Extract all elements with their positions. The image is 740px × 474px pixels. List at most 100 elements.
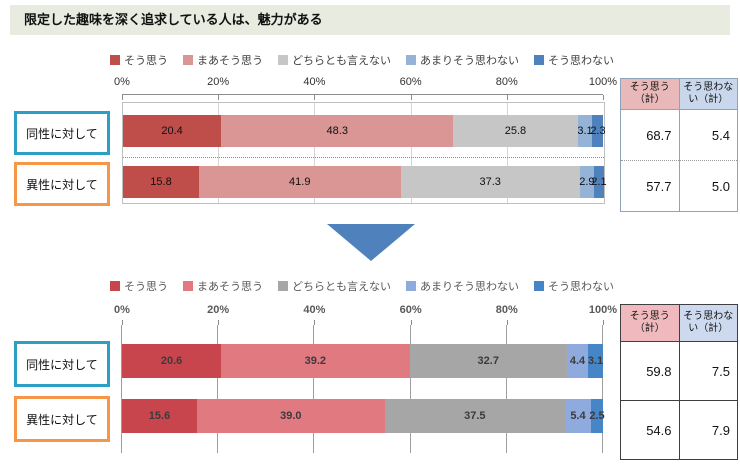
x-axis-tick — [314, 95, 316, 100]
x-axis-tickline — [122, 94, 604, 101]
row-separator — [123, 157, 604, 158]
bar-value-label: 32.7 — [477, 355, 499, 367]
summary-table-row: 54.6 7.9 — [620, 400, 738, 460]
bar-value-label: 4.4 — [569, 355, 586, 367]
legend-swatch-icon — [406, 55, 416, 65]
summary-table-header: そう思わない（計） — [678, 304, 738, 342]
gridline — [505, 325, 507, 453]
category-label-box: 異性に対して — [14, 396, 110, 442]
bar-segment: 2.5 — [589, 399, 605, 433]
x-axis-tick-label: 100% — [588, 304, 618, 316]
summary-table-cell: 59.8 — [620, 341, 680, 401]
bar-segment: 15.8 — [123, 166, 199, 198]
bar-value-label: 20.4 — [161, 125, 183, 137]
legend: そう思う まあそう思う どちらとも言えない あまりそう思わない そう思わない — [110, 52, 614, 68]
x-axis-tick-label: 100% — [588, 76, 618, 88]
plot-area: 20.4 48.3 25.8 3.1 2.3 15.8 41.9 37.3 2.9 2.1 — [122, 102, 607, 204]
transition-arrow-icon — [327, 224, 415, 261]
bar-row: 15.8 41.9 37.3 2.9 2.1 — [123, 166, 607, 198]
x-axis-tick-label: 40% — [303, 76, 326, 88]
bar-value-label: 37.5 — [464, 410, 486, 422]
x-axis-tick-label: 80% — [495, 304, 518, 316]
bar-value-label: 5.4 — [570, 410, 586, 422]
summary-table: そう思う（計） そう思わない（計） 68.7 5.4 57.7 5.0 — [620, 78, 738, 212]
legend-label: どちらとも言えない — [292, 55, 391, 67]
legend-item: あまりそう思わない — [406, 52, 519, 68]
summary-table-header: そう思わない（計） — [678, 78, 738, 110]
x-axis-tick — [122, 320, 123, 325]
gridline — [409, 325, 411, 453]
bar-segment: 3.1 — [588, 344, 603, 378]
x-axis-tick — [603, 95, 604, 100]
bar-segment: 15.6 — [122, 399, 198, 433]
legend-swatch-icon — [278, 55, 288, 65]
legend-label: あまりそう思わない — [420, 55, 519, 67]
x-axis-tick — [218, 320, 220, 325]
x-axis-tick-label: 0% — [114, 304, 130, 316]
bar-segment: 2.3 — [590, 115, 606, 147]
gridline — [217, 325, 219, 453]
bar-row: 15.6 39.0 37.5 5.4 2.5 — [122, 399, 605, 433]
page-title: 限定した趣味を深く追求している人は、魅力がある — [10, 5, 730, 35]
summary-table-header: そう思う（計） — [620, 78, 680, 110]
legend-item: そう思わない — [534, 278, 614, 294]
bar-value-label: 3.1 — [577, 125, 593, 137]
legend-item: そう思わない — [534, 52, 614, 68]
bar-segment: 20.4 — [123, 115, 222, 147]
legend: そう思う まあそう思う どちらとも言えない あまりそう思わない そう思わない — [110, 278, 614, 294]
summary-table-cell: 5.4 — [678, 109, 738, 161]
x-axis-tick — [218, 95, 220, 100]
bar-segment: 4.4 — [566, 344, 589, 378]
bar-value-label: 39.0 — [280, 410, 302, 422]
bar-segment: 48.3 — [221, 115, 454, 147]
legend-label: あまりそう思わない — [420, 281, 519, 293]
bar-segment: 39.0 — [197, 399, 385, 433]
legend-swatch-icon — [534, 281, 544, 291]
bar-segment: 3.1 — [577, 115, 593, 147]
gridline — [410, 103, 412, 203]
category-label-box: 同性に対して — [14, 111, 110, 155]
bar-row: 20.4 48.3 25.8 3.1 2.3 — [123, 115, 606, 147]
bar-value-label: 2.5 — [589, 410, 605, 422]
bar-value-label: 15.6 — [148, 410, 171, 422]
summary-table-row: 57.7 5.0 — [620, 160, 738, 212]
legend-item: そう思う — [110, 278, 168, 294]
x-axis-tick-label: 0% — [114, 76, 130, 88]
legend-label: そう思う — [124, 55, 168, 67]
category-label-box: 同性に対して — [14, 341, 110, 387]
x-axis: 0% 20% 40% 60% 80% 100% — [114, 304, 617, 318]
x-axis-tick — [122, 95, 123, 100]
bar-value-label: 37.3 — [479, 176, 501, 188]
bar-value-label: 2.9 — [579, 176, 595, 188]
bar-segment: 39.2 — [221, 344, 410, 378]
legend-item: まあそう思う — [183, 52, 263, 68]
x-axis-tickline — [122, 320, 604, 326]
bar-segment: 25.8 — [453, 115, 578, 147]
legend-swatch-icon — [110, 55, 120, 65]
legend-item: まあそう思う — [183, 278, 263, 294]
legend-label: どちらとも言えない — [292, 281, 391, 293]
legend-item: どちらとも言えない — [278, 278, 391, 294]
bar-segment: 2.1 — [591, 166, 607, 198]
bar-value-label: 2.3 — [590, 125, 606, 137]
bar-value-label: 2.1 — [591, 176, 607, 188]
summary-table-row: 68.7 5.4 — [620, 109, 738, 161]
legend-label: そう思う — [124, 281, 168, 293]
summary-table-row: 59.8 7.5 — [620, 341, 738, 401]
legend-swatch-icon — [534, 55, 544, 65]
gridline — [218, 103, 220, 203]
plot-area: 20.6 39.2 32.7 4.4 3.1 15.6 39.0 37.5 5.4 2.5 — [121, 325, 605, 453]
gridline — [313, 325, 315, 453]
legend-swatch-icon — [183, 55, 193, 65]
x-axis-tick-label: 20% — [207, 76, 230, 88]
legend-item: そう思う — [110, 52, 168, 68]
bar-value-label: 15.8 — [150, 176, 172, 188]
legend-item: あまりそう思わない — [406, 278, 519, 294]
bar-value-label: 25.8 — [504, 125, 527, 137]
bar-segment: 41.9 — [198, 166, 401, 198]
bar-segment: 37.3 — [400, 166, 580, 198]
x-axis-tick-label: 20% — [207, 304, 230, 316]
x-axis-tick — [603, 320, 604, 325]
x-axis-tick — [506, 320, 508, 325]
